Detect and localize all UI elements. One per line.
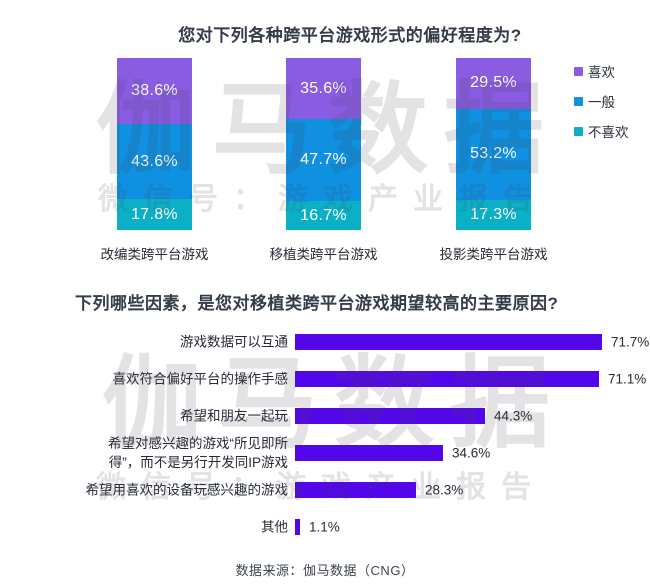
hbar-value: 44.3% — [494, 408, 533, 424]
reasons-chart-title: 下列哪些因素，是您对移植类跨平台游戏期望较高的主要原因? — [75, 294, 559, 313]
hbar-value: 28.3% — [425, 482, 464, 498]
hbar-bar — [295, 519, 300, 535]
hbar-bar — [295, 482, 416, 498]
hbar-value: 71.1% — [608, 371, 647, 387]
category-label: 投影类跨平台游戏 — [439, 247, 548, 262]
legend-swatch-icon — [574, 66, 583, 76]
hbar-bar — [295, 334, 602, 350]
segment-value: 17.3% — [470, 206, 517, 224]
segment-value: 17.8% — [131, 205, 178, 223]
hbar-label: 希望用喜欢的设备玩感兴趣的游戏 — [85, 482, 289, 498]
hbar-bar — [295, 445, 443, 461]
segment-value: 35.6% — [300, 79, 347, 97]
legend-label: 一般 — [588, 95, 615, 110]
legend-label: 不喜欢 — [588, 125, 629, 140]
segment-value: 16.7% — [300, 206, 347, 224]
data-source-note: 数据来源：伽马数据（CNG） — [235, 563, 415, 578]
segment-value: 47.7% — [300, 151, 347, 169]
preference-chart-title: 您对下列各种跨平台游戏形式的偏好程度为? — [178, 26, 522, 45]
bar-segment-不喜欢: 17.8% — [117, 199, 192, 230]
hbar-bar — [295, 408, 485, 424]
hbar-label: 其他 — [261, 519, 288, 535]
bar-segment-喜欢: 29.5% — [456, 58, 531, 109]
hbar-label: 希望和朋友一起玩 — [180, 408, 288, 424]
stacked-bar: 38.6% 43.6% 17.8% — [117, 58, 192, 230]
bar-segment-喜欢: 35.6% — [286, 58, 361, 120]
bar-segment-一般: 43.6% — [117, 124, 192, 200]
hbar-label: 游戏数据可以互通 — [180, 334, 288, 350]
legend-swatch-icon — [574, 96, 583, 106]
hbar-label: 喜欢符合偏好平台的操作手感 — [112, 371, 289, 387]
segment-value: 29.5% — [470, 74, 517, 92]
segment-value: 53.2% — [470, 145, 517, 163]
hbar-label: 希望对感兴趣的游戏“所见即所 得”，而不是另行开发同IP游戏 — [108, 436, 288, 470]
bar-segment-一般: 47.7% — [286, 119, 361, 202]
category-label: 改编类跨平台游戏 — [100, 247, 209, 262]
hbar-value: 34.6% — [452, 445, 491, 461]
segment-value: 43.6% — [131, 152, 178, 170]
stacked-bar: 29.5% 53.2% 17.3% — [456, 58, 531, 230]
legend-label: 喜欢 — [588, 65, 615, 80]
category-label: 移植类跨平台游戏 — [269, 247, 378, 262]
hbar-value: 71.7% — [611, 334, 650, 350]
bar-segment-不喜欢: 16.7% — [286, 201, 361, 230]
legend-item-一般: 一般 — [574, 93, 615, 110]
bar-segment-一般: 53.2% — [456, 108, 531, 201]
hbar-bar — [295, 371, 599, 387]
bar-segment-不喜欢: 17.3% — [456, 200, 531, 230]
bar-segment-喜欢: 38.6% — [117, 58, 192, 125]
legend-swatch-icon — [574, 126, 583, 136]
legend-item-不喜欢: 不喜欢 — [574, 123, 629, 140]
segment-value: 38.6% — [131, 82, 178, 100]
stacked-bar: 35.6% 47.7% 16.7% — [286, 58, 361, 230]
hbar-value: 1.1% — [309, 519, 340, 535]
legend-item-喜欢: 喜欢 — [574, 63, 615, 80]
